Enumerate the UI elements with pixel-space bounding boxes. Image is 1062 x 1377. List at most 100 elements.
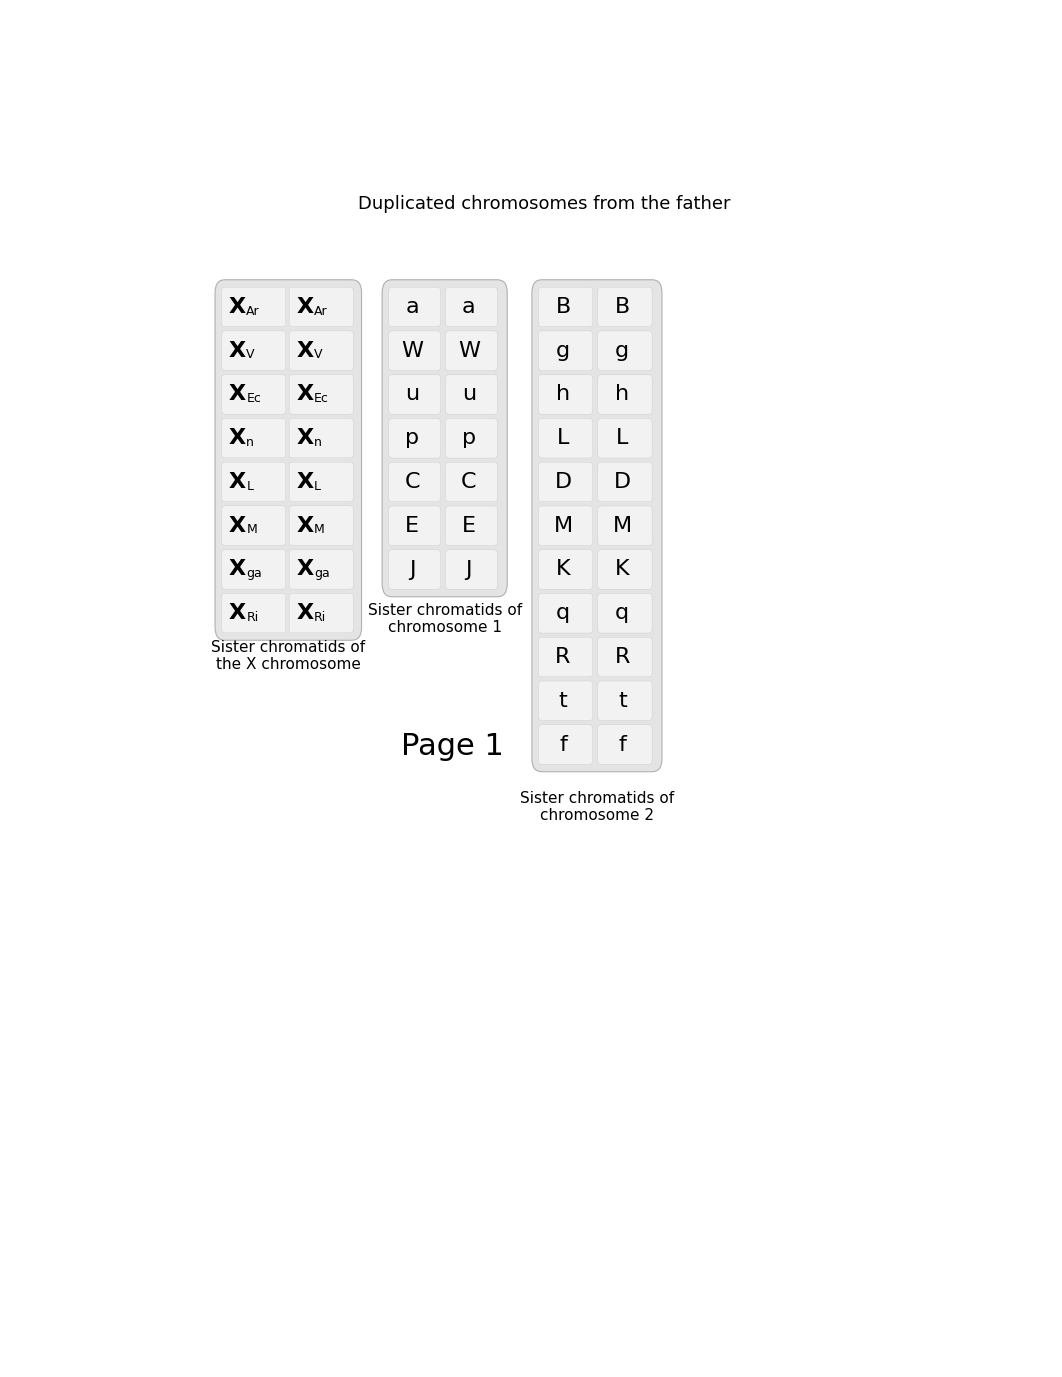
Text: M: M: [314, 523, 325, 537]
Text: X: X: [296, 384, 313, 405]
Text: f: f: [618, 734, 627, 755]
Text: Ar: Ar: [246, 304, 260, 318]
FancyBboxPatch shape: [389, 288, 441, 326]
Text: E: E: [405, 516, 419, 536]
FancyBboxPatch shape: [538, 549, 593, 589]
Text: ga: ga: [314, 567, 329, 580]
Text: L: L: [556, 428, 569, 449]
FancyBboxPatch shape: [538, 724, 593, 764]
FancyBboxPatch shape: [598, 419, 652, 459]
Text: Ri: Ri: [314, 611, 326, 624]
FancyBboxPatch shape: [538, 463, 593, 501]
FancyBboxPatch shape: [598, 463, 652, 501]
FancyBboxPatch shape: [389, 549, 441, 589]
Text: R: R: [615, 647, 630, 666]
FancyBboxPatch shape: [215, 280, 361, 640]
Text: X: X: [296, 340, 313, 361]
FancyBboxPatch shape: [598, 330, 652, 370]
Text: V: V: [314, 348, 323, 361]
Text: q: q: [556, 603, 570, 624]
FancyBboxPatch shape: [222, 505, 286, 545]
FancyBboxPatch shape: [598, 682, 652, 720]
FancyBboxPatch shape: [289, 288, 354, 326]
Text: Sister chromatids of
the X chromosome: Sister chromatids of the X chromosome: [211, 640, 365, 672]
Text: f: f: [559, 734, 567, 755]
Text: ga: ga: [246, 567, 262, 580]
Text: Ec: Ec: [314, 392, 329, 405]
FancyBboxPatch shape: [389, 507, 441, 545]
FancyBboxPatch shape: [446, 507, 497, 545]
Text: M: M: [553, 516, 572, 536]
Text: t: t: [618, 691, 627, 711]
FancyBboxPatch shape: [538, 419, 593, 459]
FancyBboxPatch shape: [532, 280, 662, 771]
Text: B: B: [555, 297, 570, 317]
FancyBboxPatch shape: [289, 375, 354, 414]
FancyBboxPatch shape: [222, 375, 286, 414]
FancyBboxPatch shape: [389, 330, 441, 370]
Text: M: M: [246, 523, 257, 537]
Text: L: L: [314, 479, 321, 493]
Text: Duplicated chromosomes from the father: Duplicated chromosomes from the father: [358, 196, 731, 213]
FancyBboxPatch shape: [538, 638, 593, 676]
FancyBboxPatch shape: [446, 463, 497, 501]
Text: Ar: Ar: [314, 304, 327, 318]
Text: X: X: [229, 340, 246, 361]
FancyBboxPatch shape: [598, 375, 652, 414]
Text: p: p: [405, 428, 419, 449]
Text: X: X: [296, 297, 313, 317]
FancyBboxPatch shape: [222, 330, 286, 370]
Text: Sister chromatids of
chromosome 2: Sister chromatids of chromosome 2: [520, 790, 674, 823]
Text: C: C: [461, 472, 477, 492]
Text: W: W: [401, 340, 423, 361]
Text: X: X: [296, 515, 313, 536]
Text: C: C: [405, 472, 419, 492]
Text: K: K: [615, 559, 630, 580]
FancyBboxPatch shape: [598, 288, 652, 326]
FancyBboxPatch shape: [598, 724, 652, 764]
Text: n: n: [246, 437, 254, 449]
FancyBboxPatch shape: [222, 549, 286, 589]
Text: J: J: [465, 559, 473, 580]
Text: W: W: [458, 340, 480, 361]
FancyBboxPatch shape: [598, 549, 652, 589]
Text: B: B: [615, 297, 630, 317]
Text: K: K: [555, 559, 570, 580]
Text: M: M: [613, 516, 632, 536]
FancyBboxPatch shape: [538, 375, 593, 414]
Text: E: E: [462, 516, 476, 536]
Text: X: X: [229, 603, 246, 622]
Text: q: q: [615, 603, 630, 624]
Text: X: X: [229, 428, 246, 448]
FancyBboxPatch shape: [389, 375, 441, 414]
FancyBboxPatch shape: [289, 505, 354, 545]
FancyBboxPatch shape: [289, 419, 354, 459]
FancyBboxPatch shape: [598, 505, 652, 545]
FancyBboxPatch shape: [538, 330, 593, 370]
Text: h: h: [556, 384, 570, 405]
FancyBboxPatch shape: [446, 330, 497, 370]
FancyBboxPatch shape: [538, 505, 593, 545]
Text: D: D: [554, 472, 571, 492]
FancyBboxPatch shape: [389, 419, 441, 459]
Text: V: V: [246, 348, 255, 361]
Text: X: X: [296, 559, 313, 580]
Text: n: n: [314, 437, 322, 449]
Text: u: u: [462, 384, 476, 405]
Text: g: g: [615, 340, 630, 361]
Text: X: X: [229, 515, 246, 536]
Text: J: J: [409, 559, 415, 580]
FancyBboxPatch shape: [538, 682, 593, 720]
FancyBboxPatch shape: [289, 549, 354, 589]
FancyBboxPatch shape: [389, 463, 441, 501]
Text: h: h: [615, 384, 630, 405]
FancyBboxPatch shape: [446, 375, 497, 414]
FancyBboxPatch shape: [598, 593, 652, 633]
FancyBboxPatch shape: [222, 593, 286, 633]
Text: a: a: [462, 297, 476, 317]
Text: X: X: [296, 603, 313, 622]
FancyBboxPatch shape: [289, 330, 354, 370]
Text: u: u: [405, 384, 419, 405]
Text: L: L: [246, 479, 254, 493]
FancyBboxPatch shape: [446, 419, 497, 459]
